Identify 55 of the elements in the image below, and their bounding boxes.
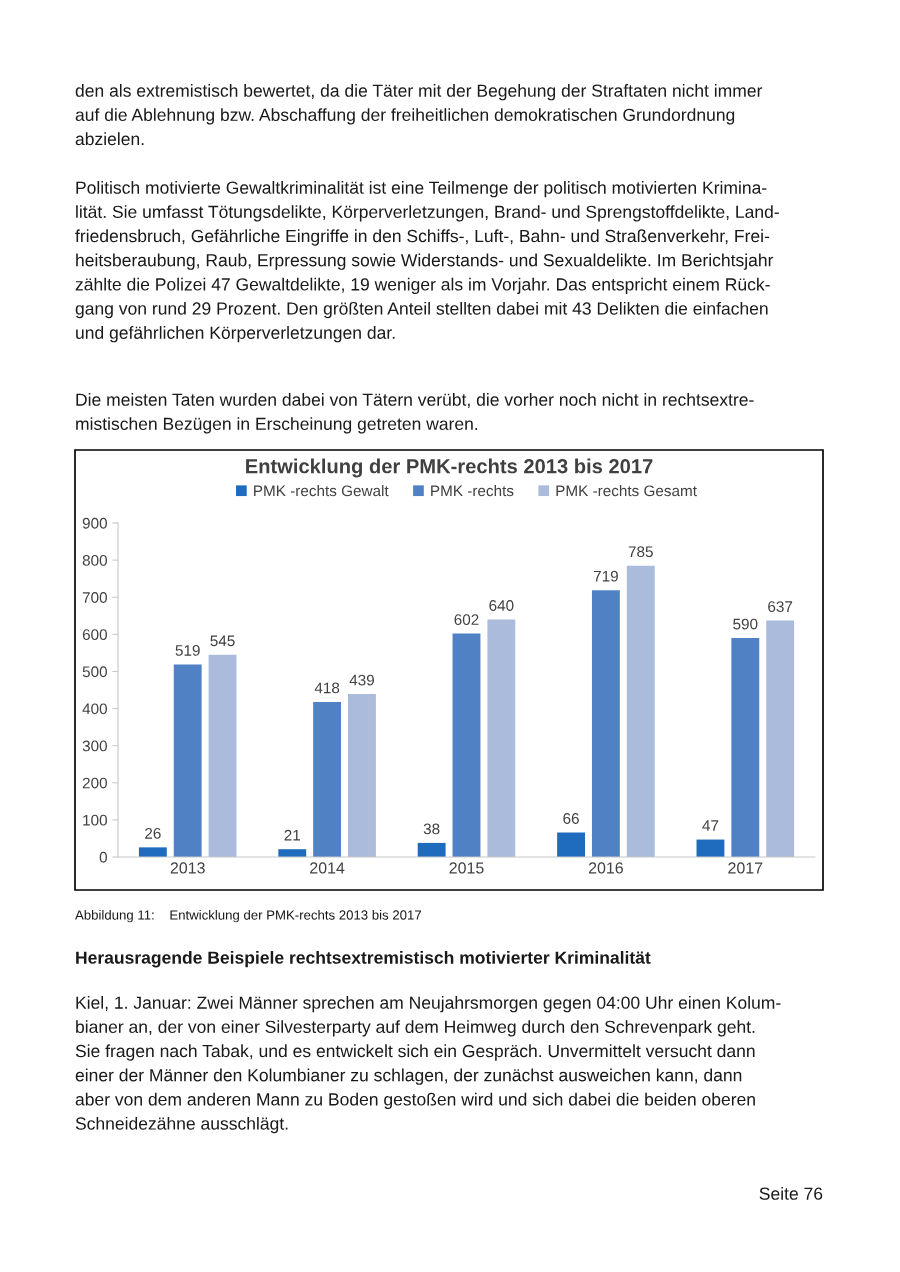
bar <box>766 620 795 857</box>
bar <box>313 701 342 857</box>
y-tick-label: 400 <box>82 703 107 715</box>
bar <box>626 565 655 857</box>
x-tick-label: 2017 <box>728 862 763 874</box>
bar <box>138 847 167 857</box>
text: Herausragende Beispiele rechtsextremistisch motivierter Kriminalität <box>76 951 651 968</box>
text: Abbildung 11: Entwicklung der PMK-rechts 2013 bis 2017 <box>75 910 422 923</box>
bar <box>452 633 481 857</box>
text: Kiel, 1. Januar: Zwei Männer sprechen am Neujahrsmorgen gegen 04:00 Uhr einen Kolum- bianer an, der von einer Silvesterparty auf dem Heimweg durch den Schrevenpark geht. Sie fragen nach Tabak, und es entwickelt sich ein Gespräch. Unvermittelt versucht dann einer der Männer den Kolumbianer zu schlagen, der zunächst ausweichen kann, dann aber von dem anderen Mann zu Boden gestoßen wird und sich dabei die beiden oberen Schneidezähne ausschlägt. <box>75 996 781 1134</box>
data-label: 590 <box>733 618 758 630</box>
text: Politisch motivierte Gewaltkriminalität ist eine Teilmenge der politisch motivierten Krimina- lität. Sie umfasst Tötungsdelikte, Körperverletzungen, Brand- und Sprengstoffdelikte, Land- friedensbruch, Gefährliche Eingriffe in den Schiffs-, Luft-, Bahn- und Straßenverkehr, Frei- heitsberaubung, Raub, Erpressung sowie Widerstands- und Sexualdelikte. Im Berichtsjahr zählte die Polizei 47 Gewaltdelikte, 19 weniger als im Vorjahr. Das entspricht einem Rück- gang von rund 29 Prozent. Den größten Anteil stellten dabei mit 43 Delikten die einfachen und gefährlichen Körperverletzungen dar. <box>75 181 779 343</box>
bar <box>278 849 307 857</box>
bar <box>557 832 585 857</box>
text: Die meisten Taten wurden dabei von Tätern verübt, die vorher noch nicht in rechtsextre- mistischen Bezügen in Erscheinung getreten waren. <box>76 393 754 434</box>
bar <box>487 619 516 857</box>
bar <box>417 842 446 857</box>
legend-label: PMK -rechts <box>431 484 514 497</box>
bar <box>591 590 620 857</box>
y-tick-label: 300 <box>82 740 107 752</box>
text: den als extremistisch bewertet, da die Täter mit der Begehung der Straftaten nicht immer auf die Ablehnung bzw. Abschaffung der freiheitlichen demokratischen Grundordnung abzielen. <box>75 84 763 146</box>
bar <box>208 654 237 857</box>
bar <box>348 694 376 857</box>
y-tick-label: 800 <box>82 554 107 566</box>
data-label: 418 <box>314 682 340 694</box>
data-label: 21 <box>284 829 300 841</box>
legend-label: PMK -rechts Gesamt <box>556 484 697 497</box>
data-label: 47 <box>702 820 719 831</box>
y-tick-label: 100 <box>83 814 107 826</box>
chart-title: Entwicklung der PMK-rechts 2013 bis 2017 <box>246 458 653 478</box>
data-label: 38 <box>423 823 440 835</box>
x-tick-label: 2016 <box>588 862 623 874</box>
legend-label: PMK -rechts Gewalt <box>254 484 389 497</box>
y-tick-label: 200 <box>82 777 107 789</box>
data-label: 602 <box>454 614 479 626</box>
bar <box>731 638 760 857</box>
x-tick-label: 2014 <box>310 862 345 874</box>
y-tick-label: 0 <box>99 851 107 863</box>
data-label: 785 <box>628 546 653 558</box>
text: Seite 76 <box>759 1187 823 1200</box>
y-tick-label: 500 <box>82 666 107 678</box>
data-label: 26 <box>145 827 161 839</box>
bar <box>173 664 202 857</box>
y-tick-label: 700 <box>82 592 107 603</box>
data-label: 640 <box>489 600 514 611</box>
data-label: 439 <box>349 674 374 686</box>
x-tick-label: 2013 <box>170 862 205 874</box>
data-label: 637 <box>768 601 793 613</box>
data-label: 545 <box>210 635 235 647</box>
y-tick-label: 900 <box>82 517 107 529</box>
x-tick-label: 2015 <box>449 862 484 874</box>
data-label: 519 <box>175 645 200 656</box>
y-tick-label: 600 <box>82 629 107 641</box>
data-label: 66 <box>563 813 579 824</box>
data-label: 719 <box>593 570 618 582</box>
